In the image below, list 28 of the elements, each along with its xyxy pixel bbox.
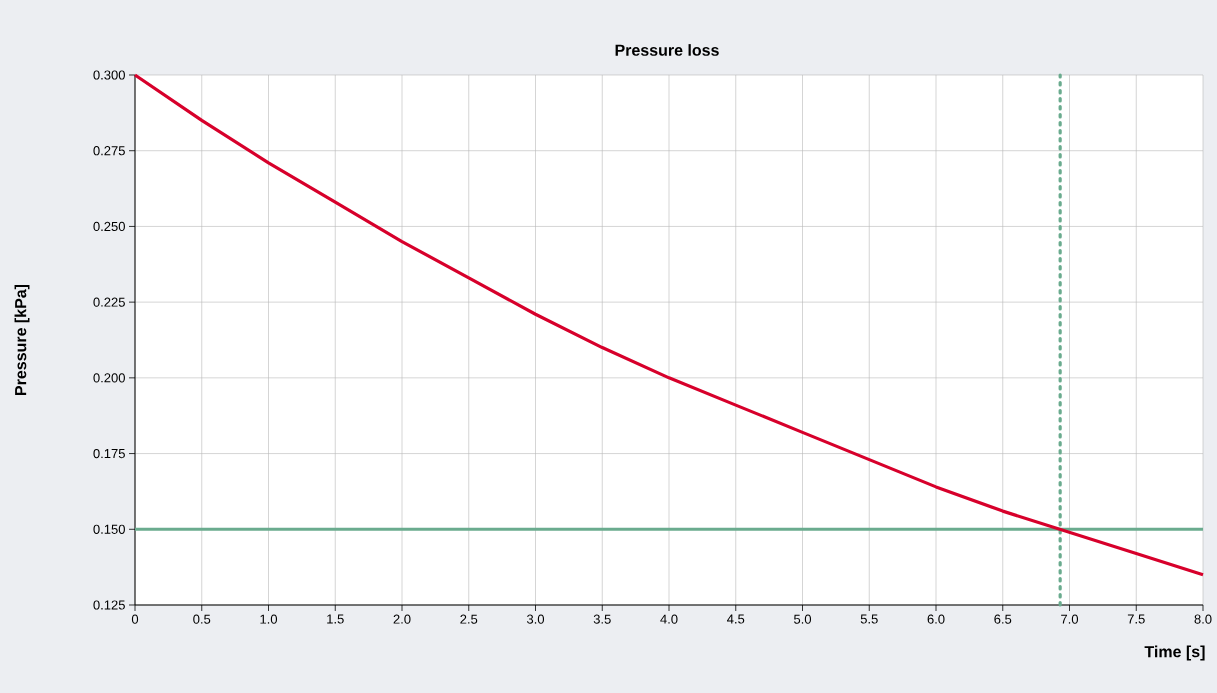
x-tick-label: 0	[131, 614, 139, 624]
x-tick-label: 6.0	[927, 614, 945, 624]
y-tick-label: 0.175	[93, 448, 125, 459]
x-tick-label: 3.5	[593, 614, 611, 624]
x-tick-label: 2.5	[460, 614, 478, 624]
chart-title: Pressure loss	[615, 44, 719, 56]
y-tick-label: 0.125	[93, 600, 125, 610]
x-tick-label: 4.5	[727, 614, 745, 624]
y-axis-title: Pressure [kPa]	[14, 284, 30, 395]
y-tick-label: 0.300	[93, 70, 125, 80]
y-tick-label: 0.225	[93, 297, 125, 307]
x-tick-label: 1.5	[327, 614, 344, 624]
y-tick-label: 0.200	[93, 373, 125, 383]
y-tick-label: 0.150	[93, 524, 125, 534]
x-tick-label: 8.0	[1194, 614, 1212, 624]
y-tick-label: 0.275	[93, 146, 125, 156]
x-tick-label: 7.0	[1061, 614, 1079, 624]
x-tick-label: 3.0	[526, 614, 545, 624]
x-axis-title: Time [s]	[1144, 645, 1205, 661]
x-tick-label: 5.0	[793, 614, 812, 624]
x-tick-label: 4.0	[660, 614, 678, 624]
x-tick-label: 0.5	[193, 614, 211, 624]
y-tick-label: 0.250	[93, 221, 125, 232]
x-tick-label: 6.5	[994, 614, 1012, 624]
x-tick-label: 7.5	[1127, 614, 1145, 624]
x-tick-label: 5.5	[860, 614, 878, 624]
x-tick-label: 1.0	[260, 614, 278, 624]
x-tick-label: 2.0	[393, 614, 411, 624]
